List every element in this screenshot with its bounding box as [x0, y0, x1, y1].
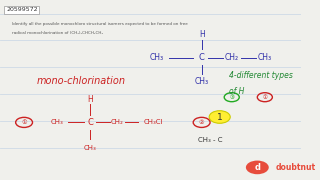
Text: C: C [199, 53, 204, 62]
Circle shape [246, 161, 269, 174]
Text: 4-different types: 4-different types [229, 71, 292, 80]
Text: CH₃: CH₃ [149, 53, 164, 62]
Text: 1: 1 [217, 112, 223, 122]
Text: ①: ① [21, 120, 27, 125]
Text: ①: ① [262, 95, 267, 100]
Circle shape [209, 111, 230, 123]
Text: ②: ② [199, 120, 204, 125]
Text: d: d [254, 163, 260, 172]
Text: radical monochlorination of (CH₃)₂CHCH₂CH₃: radical monochlorination of (CH₃)₂CHCH₂C… [12, 31, 103, 35]
Text: H: H [199, 30, 204, 39]
Text: of H: of H [229, 87, 244, 96]
Text: CH₃: CH₃ [51, 119, 64, 125]
Text: mono-chlorination: mono-chlorination [37, 76, 126, 86]
Text: ③: ③ [229, 95, 234, 100]
Text: CH₂: CH₂ [225, 53, 239, 62]
Text: H: H [87, 94, 93, 103]
Text: CH₃Cl: CH₃Cl [144, 119, 163, 125]
Text: doubtnut: doubtnut [276, 163, 316, 172]
Text: CH₂: CH₂ [111, 119, 124, 125]
Text: C: C [87, 118, 93, 127]
Text: CH₃: CH₃ [258, 53, 272, 62]
Text: CH₃ - C: CH₃ - C [198, 137, 223, 143]
Text: 20599572: 20599572 [6, 7, 38, 12]
Text: CH₃: CH₃ [84, 145, 97, 151]
Text: CH₃: CH₃ [195, 76, 209, 86]
Text: Identify all the possible monochloro structural isomers expected to be formed on: Identify all the possible monochloro str… [12, 22, 188, 26]
